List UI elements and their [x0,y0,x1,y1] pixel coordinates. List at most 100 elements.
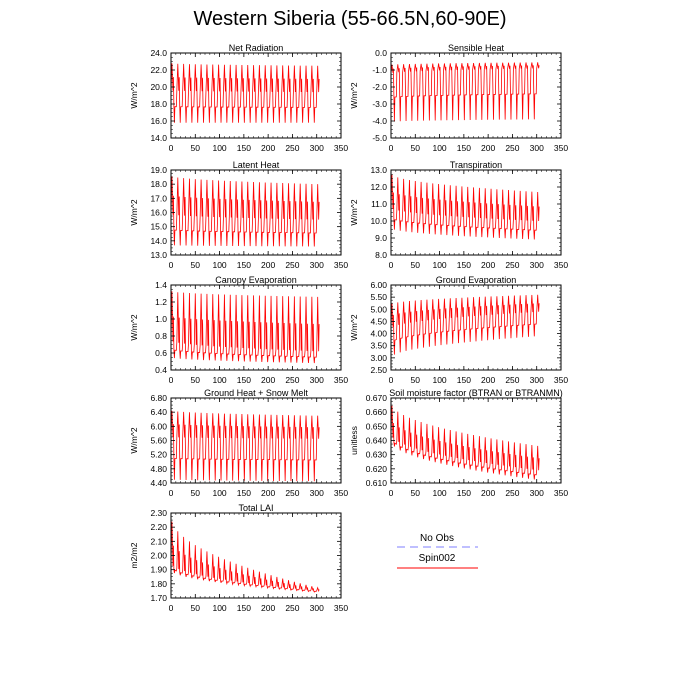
x-tick-label: 250 [505,375,519,385]
series-line-spin002 [390,174,540,240]
y-tick-label: 0.4 [155,365,167,375]
x-tick-label: 300 [310,375,324,385]
x-tick-label: 300 [310,143,324,153]
x-tick-label: 350 [554,260,568,270]
series-line-spin002 [390,405,540,480]
x-tick-label: 0 [169,260,174,270]
panel-title: Soil moisture factor (BTRAN or BTRANMN) [389,388,563,398]
x-tick-label: 200 [261,260,275,270]
y-tick-label: 2.10 [150,536,167,546]
x-tick-label: 350 [554,143,568,153]
plot-frame [390,52,562,139]
y-tick-label: 19.0 [150,165,167,175]
chart-panel: 0 50 100 150 200 250 300 350 1.70 1.80 1.90 2.00 2.1… [129,503,348,613]
x-tick-label: 250 [285,603,299,613]
legend-label-no-obs: No Obs [420,533,454,544]
x-tick-label: 100 [212,260,226,270]
y-tick-label: 11.0 [371,199,387,209]
x-tick-label: 0 [389,260,394,270]
x-tick-label: 50 [191,260,201,270]
y-tick-label: 4.80 [150,464,167,474]
x-tick-label: 200 [481,143,495,153]
x-tick-label: 100 [212,488,226,498]
x-tick-label: 350 [334,143,348,153]
x-tick-label: 300 [530,375,544,385]
x-tick-label: 0 [389,488,394,498]
panel-title: Latent Heat [233,160,280,170]
x-tick-label: 250 [505,143,519,153]
y-tick-label: 0.640 [366,436,388,446]
chart-panel: 0 50 100 150 200 250 300 350 13.0 14.0 15.0 16.0 17.… [129,160,348,270]
x-tick-label: 100 [212,603,226,613]
x-tick-label: 200 [481,375,495,385]
x-tick-label: 150 [457,143,471,153]
y-tick-label: 6.00 [370,280,387,290]
x-tick-label: 350 [554,488,568,498]
y-axis-label: unitless [349,426,359,455]
x-tick-label: 250 [285,488,299,498]
y-tick-label: 2.00 [150,551,167,561]
y-tick-label: -1.0 [372,65,387,75]
x-tick-label: 300 [310,603,324,613]
y-tick-label: 18.0 [150,179,167,189]
figure-title: Western Siberia (55-66.5N,60-90E) [193,8,507,30]
panel-title: Ground Evaporation [436,275,517,285]
y-axis-label: m2/m2 [129,542,139,568]
series-line-spin002 [170,410,320,482]
y-tick-label: 0.670 [366,393,388,403]
plot-frame [170,512,342,599]
y-tick-label: 13.0 [150,250,167,260]
y-tick-label: 20.0 [150,82,167,92]
y-tick-label: 6.00 [150,421,167,431]
x-tick-label: 150 [457,260,471,270]
y-tick-label: 1.90 [150,565,167,575]
y-tick-label: 0.6 [155,348,167,358]
x-tick-label: 300 [310,260,324,270]
x-tick-label: 150 [237,603,251,613]
x-tick-label: 350 [554,375,568,385]
plot-frame [390,284,562,371]
y-tick-label: 9.0 [375,233,387,243]
y-tick-label: 4.50 [370,316,387,326]
y-tick-label: 0.8 [155,331,167,341]
y-axis-label: W/m^2 [349,314,359,340]
panel-title: Ground Heat + Snow Melt [204,388,308,398]
y-axis-label: W/m^2 [129,314,139,340]
x-tick-label: 50 [411,375,421,385]
chart-panel: 0 50 100 150 200 250 300 350 -5.0 -4.0 -3.0 -2.0 -1.… [349,43,568,153]
x-tick-label: 50 [411,260,421,270]
x-tick-label: 300 [530,260,544,270]
panel-title: Net Radiation [229,43,284,53]
series-line-spin002 [170,176,320,247]
y-tick-label: 6.80 [150,393,167,403]
y-axis-label: W/m^2 [129,82,139,108]
x-tick-label: 100 [212,143,226,153]
x-tick-label: 350 [334,488,348,498]
y-tick-label: 1.80 [150,579,167,589]
y-tick-label: 16.0 [150,208,167,218]
x-tick-label: 100 [432,143,446,153]
y-tick-label: 1.0 [155,314,167,324]
y-tick-label: -2.0 [372,82,387,92]
chart-panel: 0 50 100 150 200 250 300 350 4.40 4.80 5.20 5.60 6.0… [129,388,348,498]
y-tick-label: -5.0 [372,133,387,143]
x-tick-label: 0 [389,375,394,385]
x-tick-label: 50 [411,488,421,498]
x-tick-label: 250 [285,260,299,270]
y-tick-label: 2.50 [370,365,387,375]
chart-panel: 0 50 100 150 200 250 300 350 2.50 3.00 3.50 4.00 4.5… [349,275,568,385]
y-tick-label: 6.40 [150,407,167,417]
x-tick-label: 300 [530,143,544,153]
y-tick-label: 4.00 [370,329,387,339]
x-tick-label: 150 [237,143,251,153]
y-tick-label: 5.00 [370,304,387,314]
y-tick-label: -4.0 [372,116,387,126]
y-tick-label: 0.0 [375,48,387,58]
y-tick-label: -3.0 [372,99,387,109]
y-tick-label: 10.0 [370,216,387,226]
y-tick-label: 5.20 [150,450,167,460]
series-line-spin002 [390,62,540,122]
legend-label-spin002: Spin002 [419,553,456,564]
y-tick-label: 5.60 [150,436,167,446]
